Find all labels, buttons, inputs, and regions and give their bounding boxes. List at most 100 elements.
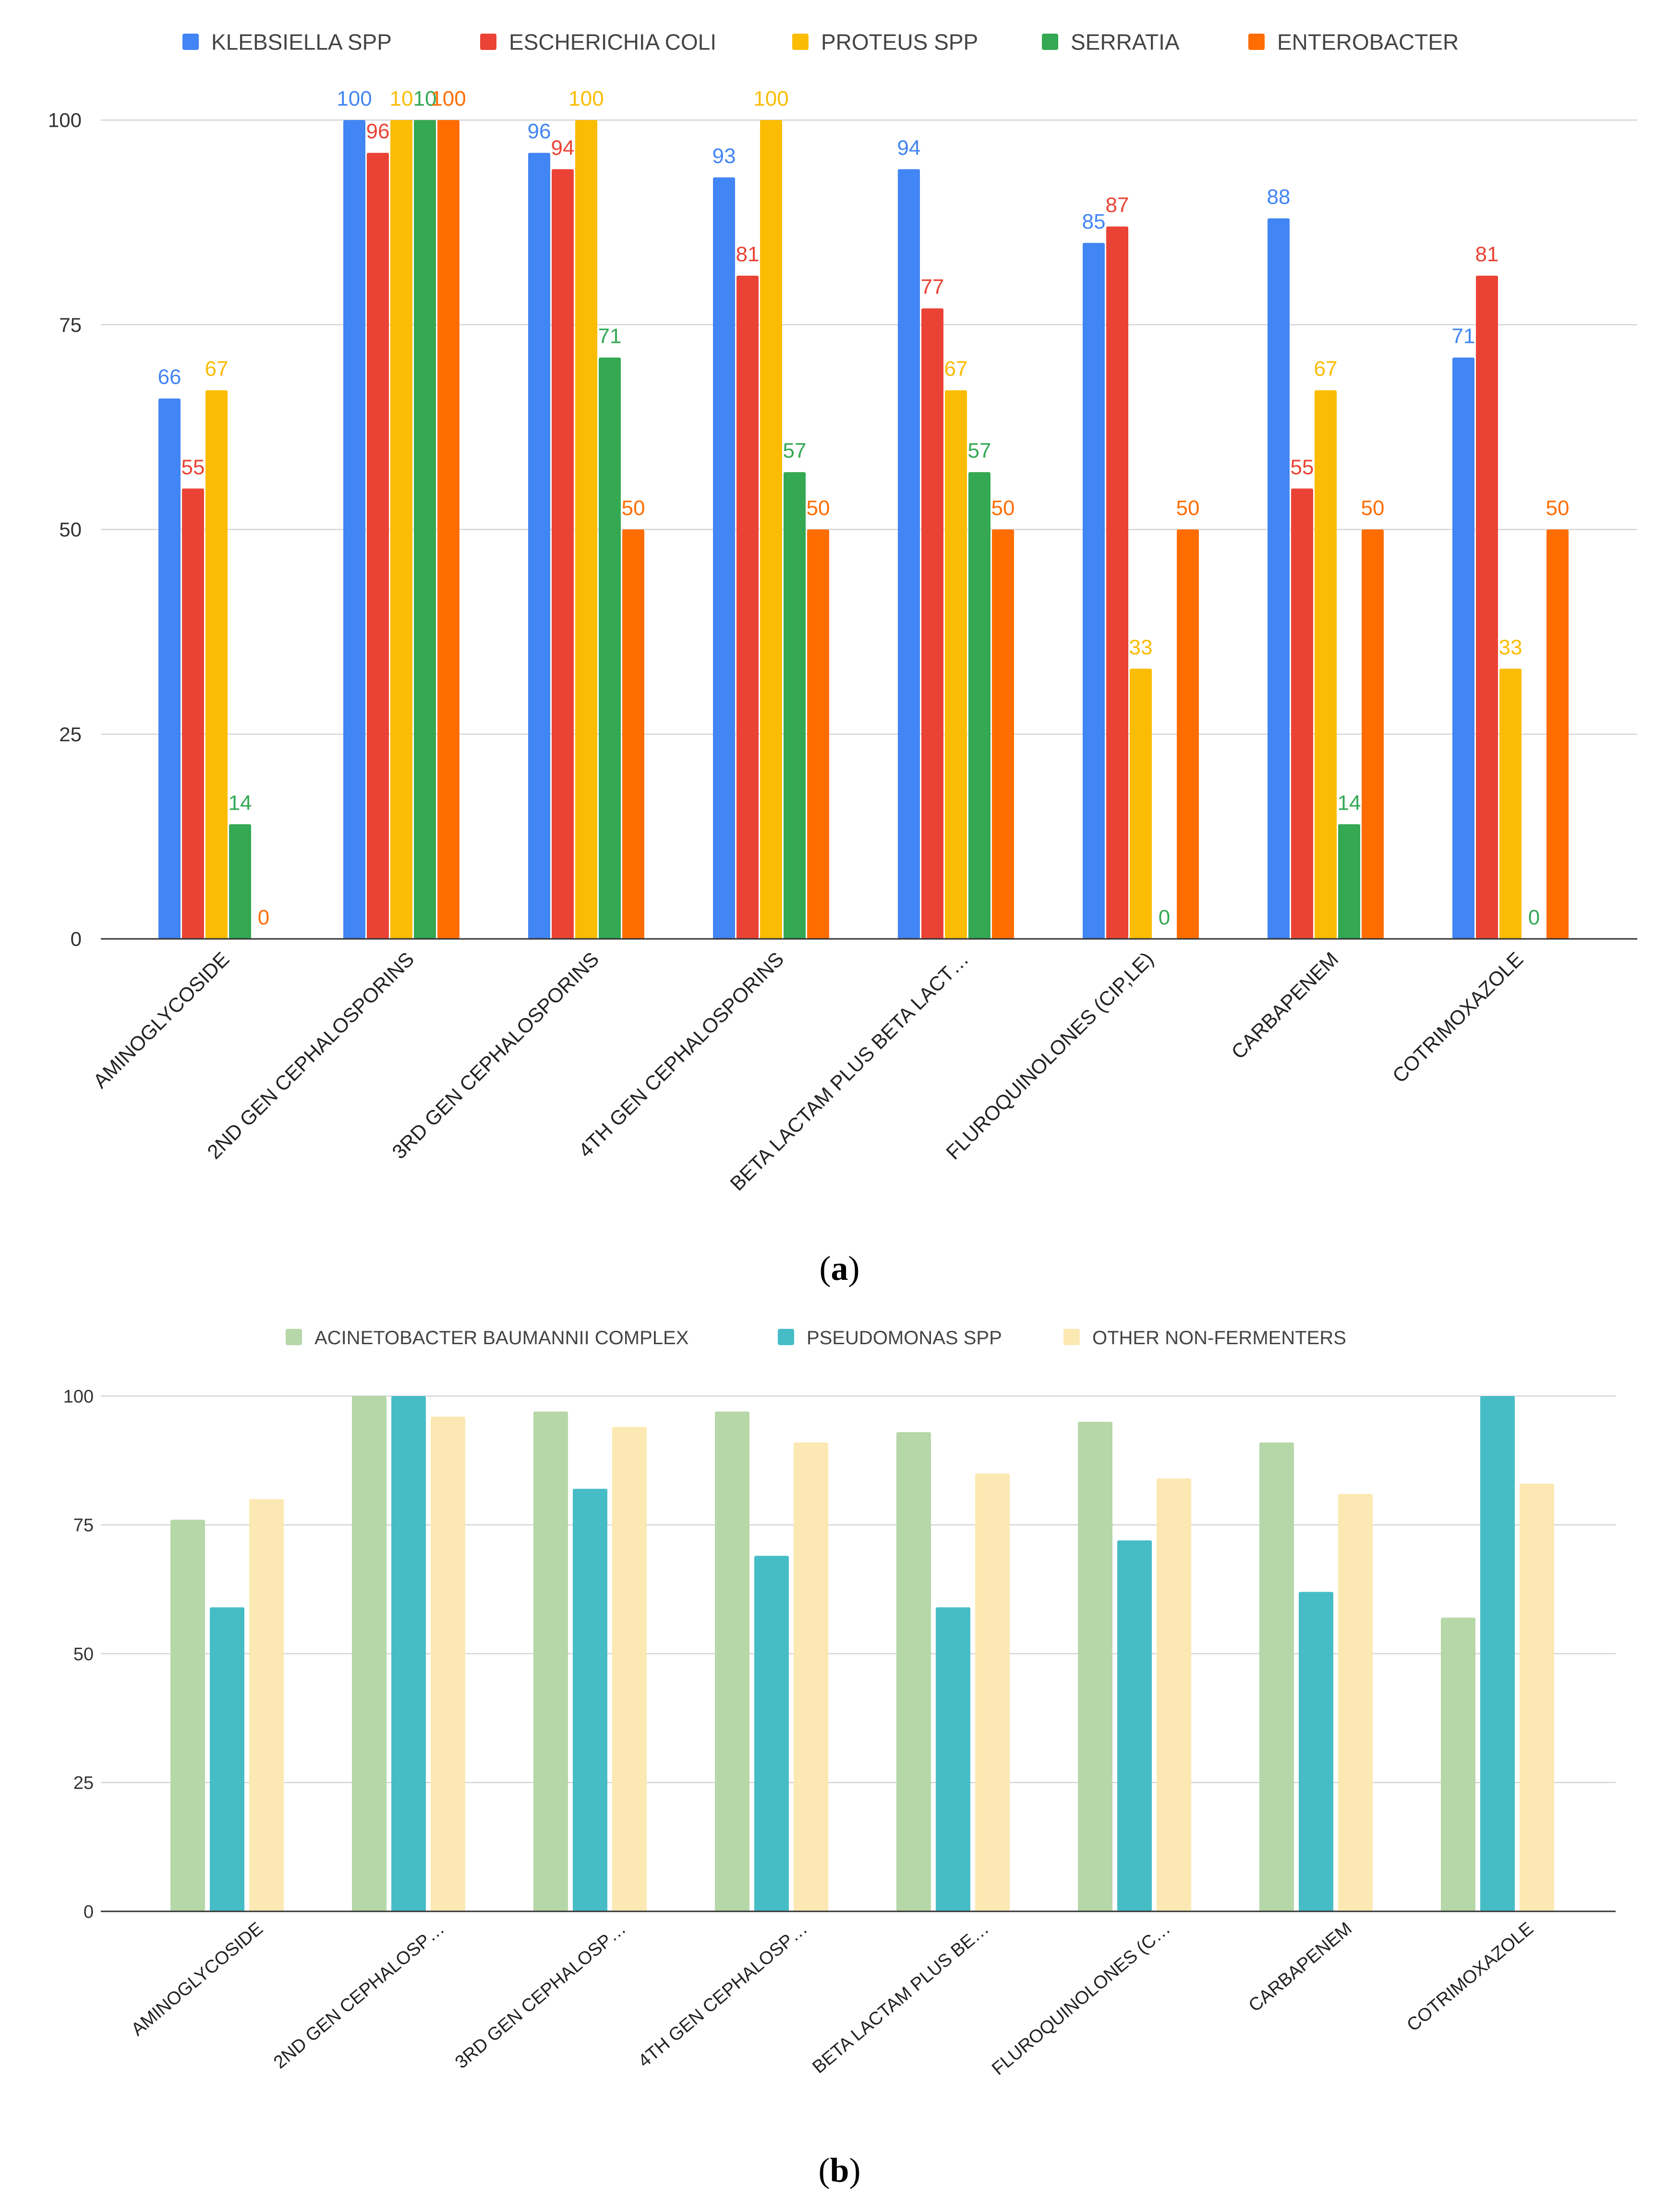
category-label: FLUROQUINOLONES (C… — [988, 1919, 1174, 2079]
y-tick-label: 75 — [59, 314, 82, 336]
bar — [715, 1411, 749, 1911]
category-label: 2ND GEN CEPHALOSPORINS — [203, 948, 418, 1163]
legend-label: PSEUDOMONAS SPP — [807, 1327, 1002, 1349]
bar — [713, 177, 735, 939]
data-label: 0 — [258, 906, 269, 929]
legend-swatch — [1248, 34, 1265, 50]
bar — [1268, 218, 1290, 939]
data-label: 14 — [1338, 791, 1361, 814]
y-tick-label: 75 — [73, 1516, 94, 1536]
y-tick-label: 100 — [48, 109, 82, 132]
data-label: 50 — [1546, 497, 1570, 520]
y-tick-label: 25 — [59, 723, 82, 745]
bar — [807, 529, 829, 939]
bar — [1546, 529, 1569, 939]
y-tick-label: 50 — [59, 518, 82, 541]
bar — [343, 120, 365, 939]
bar — [229, 824, 251, 939]
bar — [898, 169, 920, 939]
bar — [1338, 824, 1360, 939]
category-label: COTRIMOXAZOLE — [1403, 1919, 1537, 2036]
legend-swatch — [480, 34, 496, 50]
category-label: 2ND GEN CEPHALOSP… — [270, 1919, 448, 2073]
category-label: AMINOGLYCOSIDE — [128, 1919, 267, 2040]
legend-label: ACINETOBACTER BAUMANNII COMPLEX — [314, 1327, 689, 1349]
bar — [391, 1396, 426, 1911]
bar — [170, 1519, 205, 1911]
bar — [352, 1396, 387, 1911]
bar — [367, 153, 389, 939]
category-label: FLUROQUINOLONES (CIP,LE) — [942, 948, 1158, 1164]
bar — [1520, 1483, 1554, 1911]
bar — [1117, 1540, 1152, 1911]
legend-label: PROTEUS SPP — [821, 29, 978, 54]
data-label: 50 — [807, 497, 830, 520]
bar — [390, 120, 412, 939]
data-label: 0 — [1528, 906, 1540, 929]
bar — [975, 1473, 1010, 1911]
data-label: 57 — [783, 439, 807, 462]
category-label: COTRIMOXAZOLE — [1388, 948, 1528, 1087]
bar — [533, 1411, 568, 1911]
legend-swatch — [286, 1329, 302, 1345]
legend-label: KLEBSIELLA SPP — [211, 29, 392, 54]
data-label: 10 — [390, 87, 413, 110]
bar — [205, 390, 228, 939]
category-label: 4TH GEN CEPHALOSP… — [634, 1919, 811, 2072]
bar — [968, 472, 990, 939]
bar — [737, 275, 759, 939]
bar — [210, 1607, 244, 1911]
bar — [575, 120, 597, 939]
bar — [622, 529, 644, 939]
y-tick-label: 0 — [71, 928, 82, 950]
data-label: 85 — [1082, 210, 1106, 233]
bar — [992, 529, 1014, 939]
bar — [431, 1416, 465, 1911]
bar — [784, 472, 806, 939]
data-label: 14 — [229, 791, 252, 814]
data-label: 81 — [736, 243, 760, 266]
bar — [921, 308, 943, 939]
data-label: 57 — [968, 439, 991, 462]
bar — [1338, 1494, 1373, 1911]
bar — [1177, 529, 1199, 939]
bar — [437, 120, 459, 939]
legend-label: SERRATIA — [1071, 29, 1180, 54]
bar — [1362, 529, 1384, 939]
data-label: 77 — [921, 275, 944, 299]
bar — [573, 1489, 607, 1911]
y-tick-label: 0 — [84, 1902, 94, 1922]
data-label: 55 — [1291, 455, 1314, 479]
category-label: CARBAPENEM — [1227, 948, 1342, 1063]
caption-a: (a) — [819, 1249, 860, 1288]
data-label: 33 — [1499, 635, 1522, 659]
data-label: 96 — [366, 120, 390, 143]
legend-swatch — [182, 34, 199, 50]
bar — [1106, 226, 1128, 939]
chart-b: 0 25 50 75 100 ACINETOBACTER BAUMANNII COMPLE… — [63, 1327, 1616, 2079]
y-tick-label: 100 — [63, 1386, 94, 1407]
data-label: 10 — [413, 87, 437, 110]
data-label: 87 — [1106, 194, 1129, 217]
data-label: 94 — [551, 136, 575, 159]
bar — [1083, 243, 1105, 939]
bar — [1157, 1478, 1191, 1911]
bar — [552, 169, 574, 939]
bar — [182, 488, 204, 939]
data-label: 33 — [1129, 635, 1153, 659]
data-label: 67 — [944, 357, 968, 381]
bar — [794, 1442, 828, 1911]
category-label: 3RD GEN CEPHALOSP… — [451, 1919, 630, 2073]
data-label: 93 — [713, 144, 736, 168]
legend-label: OTHER NON-FERMENTERS — [1092, 1327, 1346, 1349]
legend-swatch — [792, 34, 809, 50]
y-tick-label: 50 — [73, 1644, 94, 1665]
category-label: BETA LACTAM PLUS BE… — [809, 1919, 992, 2078]
data-label: 67 — [1314, 357, 1338, 381]
data-label: 67 — [205, 357, 229, 381]
caption-b: (b) — [818, 2151, 861, 2189]
bar — [1452, 357, 1474, 939]
legend-label: ENTEROBACTER — [1277, 29, 1459, 54]
data-label: 94 — [897, 136, 921, 159]
data-label: 100 — [568, 87, 604, 110]
